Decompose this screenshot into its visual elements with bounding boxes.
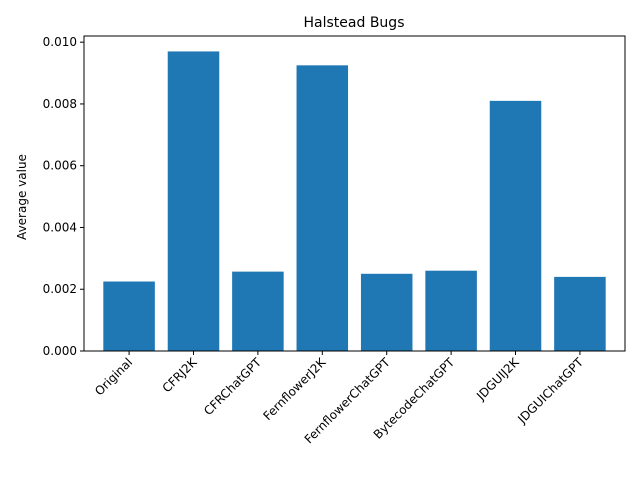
x-ticks-group: Original CFRJ2K CFRChatGPTFernflowerJ2KFer…	[92, 351, 587, 446]
x-tick-label: JDGUIJ2K	[473, 354, 522, 403]
chart-title: Halstead Bugs	[304, 15, 405, 31]
x-tick-label: Original	[92, 355, 135, 398]
y-ticks-group: 0.000 0.002 0.004 0.006 0.008 0.010	[43, 35, 84, 358]
y-tick-label: 0.006	[43, 159, 77, 173]
x-tick-label: JDGUIChatGPT	[514, 355, 586, 427]
x-tick-label: CFRJ2K	[160, 354, 201, 395]
bar-jdguichatgpt	[554, 276, 606, 351]
y-tick-label: 0.000	[43, 344, 77, 358]
y-tick-label: 0.008	[43, 97, 77, 111]
bar-original	[103, 281, 155, 351]
bar-cfrj2k	[167, 51, 220, 352]
bar-fernflowerj2k	[296, 65, 349, 352]
x-tick-label: FernflowerJ2K	[261, 354, 330, 423]
y-tick-label: 0.010	[43, 35, 77, 49]
bar-bytecodechatgpt	[425, 270, 477, 351]
y-tick-label: 0.002	[43, 282, 77, 296]
bar-cfrchatgpt	[232, 271, 284, 351]
x-tick-label: CFRChatGPT	[201, 355, 264, 418]
plot-frame	[83, 35, 626, 352]
y-axis-label: Average value	[15, 154, 29, 240]
bar-fernflowerchatgpt	[360, 273, 413, 351]
bar-jdguij2k	[489, 100, 542, 352]
y-tick-label: 0.004	[43, 220, 77, 234]
bars-group	[103, 51, 606, 352]
